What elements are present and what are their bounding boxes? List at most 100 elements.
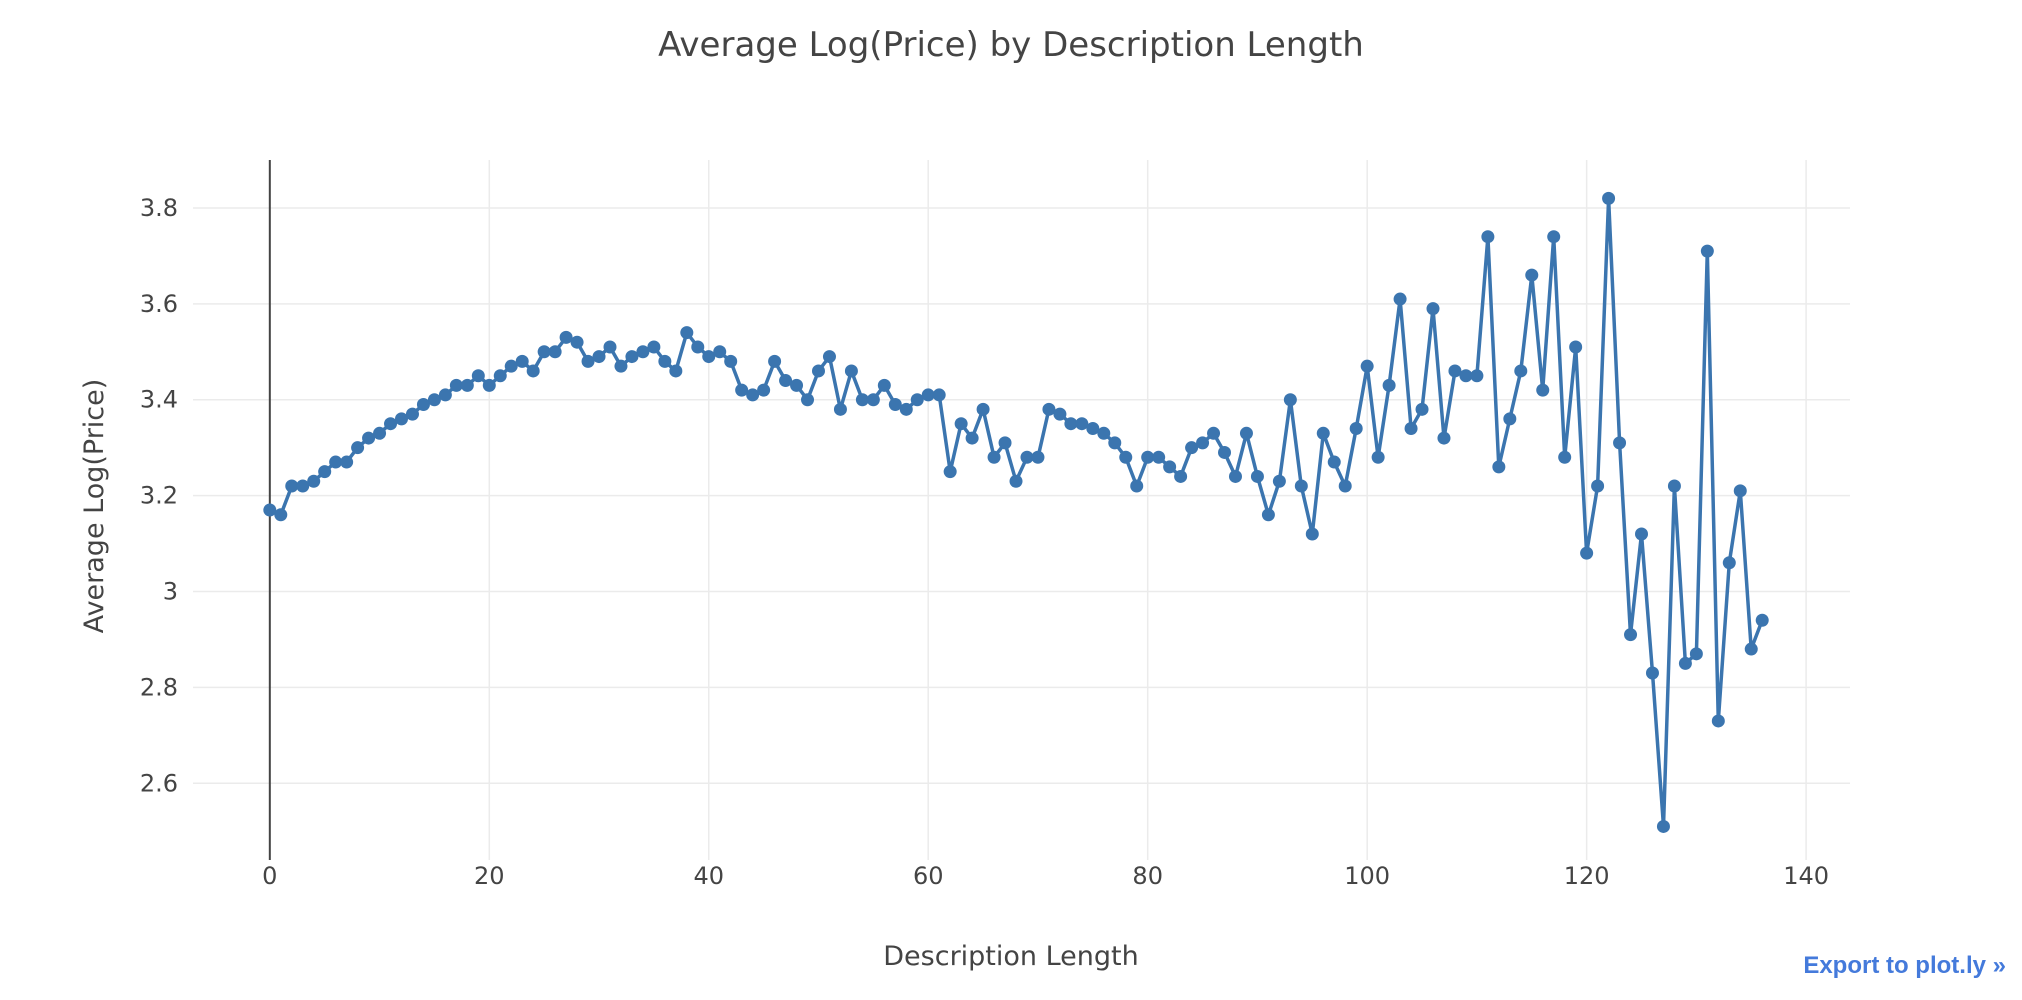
data-point <box>340 455 354 469</box>
data-point <box>1700 244 1714 258</box>
y-tick-label: 3.6 <box>140 290 178 318</box>
data-point <box>647 340 661 354</box>
data-point <box>1645 666 1659 680</box>
data-point <box>515 354 529 368</box>
data-point <box>1064 417 1078 431</box>
data-point <box>603 340 617 354</box>
data-point <box>1744 642 1758 656</box>
data-point <box>1261 508 1275 522</box>
data-point <box>1294 479 1308 493</box>
data-point <box>1448 364 1462 378</box>
data-point <box>910 393 924 407</box>
data-point <box>1360 359 1374 373</box>
export-to-plotly-link[interactable]: Export to plot.ly » <box>1803 952 2006 979</box>
data-point <box>384 417 398 431</box>
data-point <box>1009 474 1023 488</box>
data-point <box>373 426 387 440</box>
data-point <box>296 479 310 493</box>
data-point <box>307 474 321 488</box>
data-point <box>669 364 683 378</box>
data-point <box>1239 426 1253 440</box>
data-point <box>998 436 1012 450</box>
data-point <box>757 383 771 397</box>
data-point <box>1547 230 1561 244</box>
data-point <box>932 388 946 402</box>
data-point <box>844 364 858 378</box>
data-point <box>1371 450 1385 464</box>
data-point <box>1152 450 1166 464</box>
data-point <box>1075 417 1089 431</box>
data-point <box>636 345 650 359</box>
data-point <box>1207 426 1221 440</box>
data-point <box>1536 383 1550 397</box>
data-point <box>680 326 694 340</box>
x-tick-label: 0 <box>262 862 277 890</box>
data-point <box>943 465 957 479</box>
data-point <box>1382 378 1396 392</box>
data-point <box>329 455 343 469</box>
y-tick-label: 2.8 <box>140 673 178 701</box>
data-point <box>1602 191 1616 205</box>
data-point <box>811 364 825 378</box>
data-point <box>449 378 463 392</box>
data-point <box>493 369 507 383</box>
data-point <box>1426 302 1440 316</box>
data-point <box>1503 412 1517 426</box>
data-point <box>1514 364 1528 378</box>
data-point <box>1525 268 1539 282</box>
data-point <box>559 330 573 344</box>
data-point <box>592 350 606 364</box>
data-point <box>318 465 332 479</box>
data-point <box>1305 527 1319 541</box>
data-points <box>263 191 1769 833</box>
data-point <box>274 508 288 522</box>
data-point <box>899 402 913 416</box>
x-axis-ticks: 0 20 40 60 80 100 120 140 <box>262 862 1829 890</box>
x-tick-label: 140 <box>1783 862 1829 890</box>
x-tick-label: 60 <box>913 862 944 890</box>
data-point <box>702 350 716 364</box>
data-point <box>548 345 562 359</box>
data-point <box>1689 647 1703 661</box>
data-point <box>987 450 1001 464</box>
data-point <box>1272 474 1286 488</box>
data-point <box>362 431 376 445</box>
data-point <box>822 350 836 364</box>
y-tick-label: 3 <box>163 578 178 606</box>
data-point <box>877 378 891 392</box>
data-point <box>746 388 760 402</box>
data-point <box>1624 628 1638 642</box>
data-point <box>1108 436 1122 450</box>
y-tick-label: 3.2 <box>140 482 178 510</box>
data-point <box>713 345 727 359</box>
data-point <box>1404 421 1418 435</box>
data-point <box>1580 546 1594 560</box>
x-tick-label: 120 <box>1564 862 1610 890</box>
data-point <box>394 412 408 426</box>
data-point <box>1437 431 1451 445</box>
data-point <box>1031 450 1045 464</box>
data-point <box>351 441 365 455</box>
data-point <box>954 417 968 431</box>
data-point <box>1678 656 1692 670</box>
data-point <box>888 398 902 412</box>
data-point <box>438 388 452 402</box>
data-point <box>768 354 782 368</box>
data-point <box>1185 441 1199 455</box>
data-point <box>724 354 738 368</box>
data-point <box>658 354 672 368</box>
data-point <box>1393 292 1407 306</box>
data-point <box>1020 450 1034 464</box>
data-point <box>1316 426 1330 440</box>
data-point <box>1163 460 1177 474</box>
data-point <box>691 340 705 354</box>
data-point <box>735 383 749 397</box>
y-tick-label: 2.6 <box>140 769 178 797</box>
data-point <box>1558 450 1572 464</box>
data-point <box>1667 479 1681 493</box>
x-tick-label: 80 <box>1132 862 1163 890</box>
x-tick-label: 20 <box>474 862 505 890</box>
data-point <box>427 393 441 407</box>
data-point <box>855 393 869 407</box>
